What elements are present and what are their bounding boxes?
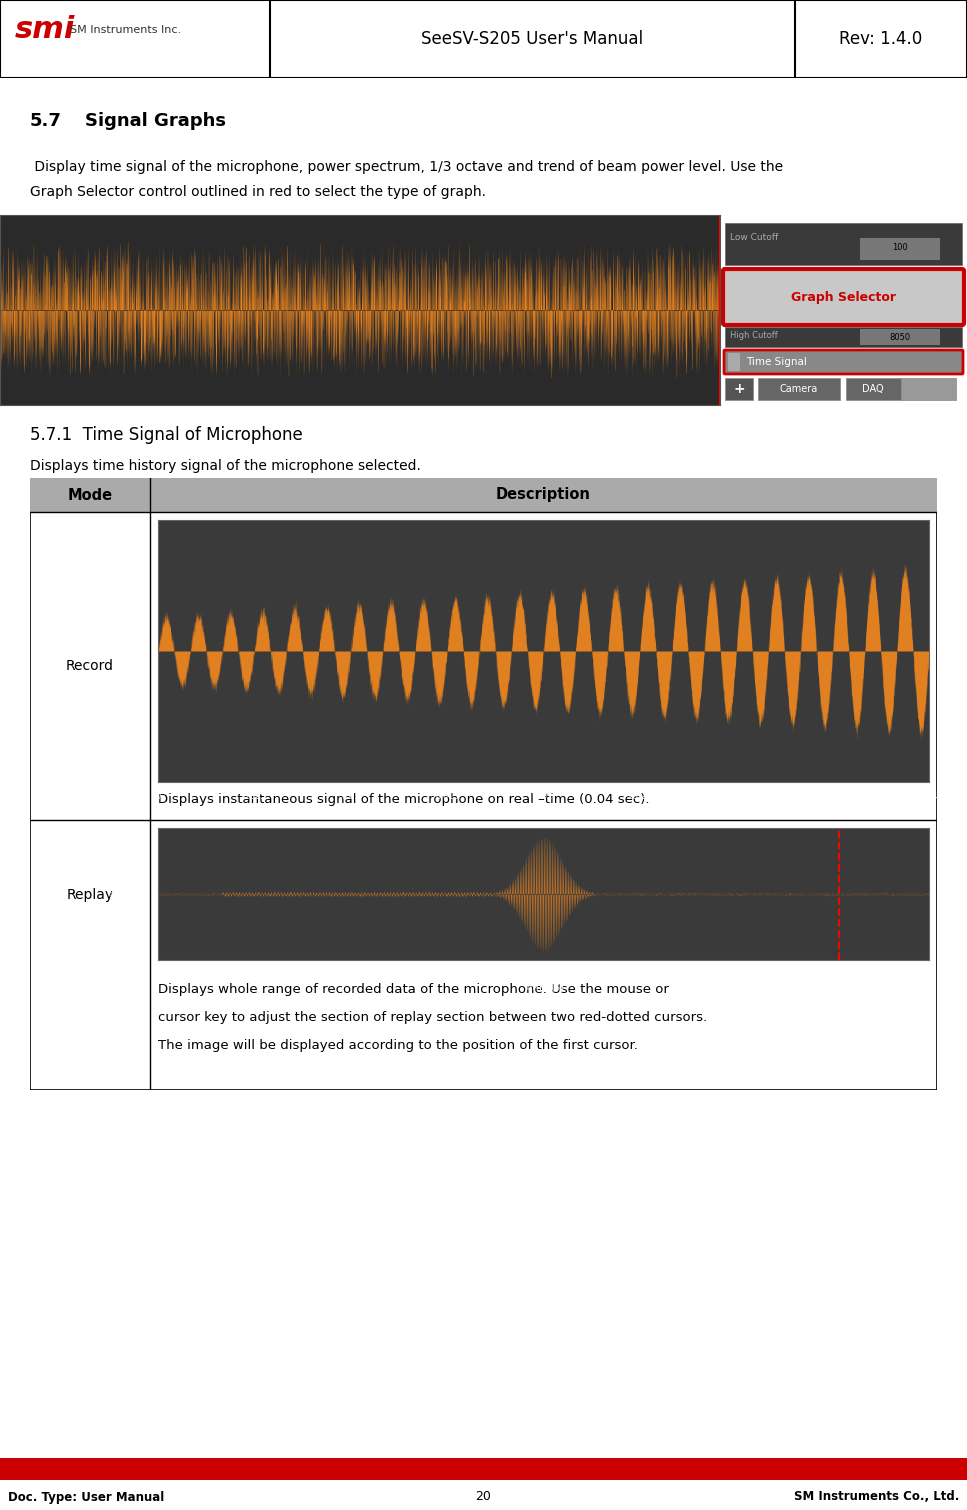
Text: cursor key to adjust the section of replay section between two red-dotted cursor: cursor key to adjust the section of repl… [158,1012,707,1024]
Bar [0,1459,967,1480]
Y-axis label: Amplitude: Amplitude [111,873,120,915]
Bar [725,328,962,347]
Text: Replay: Replay [67,888,113,901]
Text: 5.7.1  Time Signal of Microphone: 5.7.1 Time Signal of Microphone [30,426,303,444]
Text: Camera: Camera [779,384,818,394]
Text: Displays instantaneous signal of the microphone on real –time (0.04 sec).: Displays instantaneous signal of the mic… [158,793,650,806]
Text: SM Instruments Co., Ltd.: SM Instruments Co., Ltd. [794,1490,959,1504]
Bar [846,378,901,400]
X-axis label: Time (s): Time (s) [523,803,564,814]
Bar [728,353,740,371]
FancyBboxPatch shape [724,350,963,374]
Text: High Cutoff: High Cutoff [730,332,777,340]
Text: SM Instruments Inc.: SM Instruments Inc. [70,26,181,35]
Text: Mode: Mode [68,488,112,503]
Bar [725,223,962,264]
Text: Low Cutoff: Low Cutoff [730,233,778,242]
Text: 100: 100 [893,243,908,252]
Text: Description: Description [496,488,591,503]
X-axis label: Time (s): Time (s) [523,982,564,992]
Bar [901,378,956,400]
Text: Graph Selector control outlined in red to select the type of graph.: Graph Selector control outlined in red t… [30,186,486,199]
Bar [30,479,937,512]
Text: smi: smi [15,15,75,44]
Bar [758,378,840,400]
Text: Display time signal of the microphone, power spectrum, 1/3 octave and trend of b: Display time signal of the microphone, p… [30,160,783,174]
Text: Displays time history signal of the microphone selected.: Displays time history signal of the micr… [30,459,421,473]
X-axis label: Time (s): Time (s) [337,430,383,441]
Bar [725,378,753,400]
Text: Rev: 1.4.0: Rev: 1.4.0 [839,30,923,48]
Text: Time Signal: Time Signal [746,356,806,367]
Text: 8050: 8050 [890,332,911,341]
Text: +: + [733,382,745,396]
Text: Graph Selector: Graph Selector [791,290,896,304]
Text: Displays whole range of recorded data of the microphone. Use the mouse or: Displays whole range of recorded data of… [158,983,669,997]
Text: 20: 20 [475,1490,491,1504]
Text: The image will be displayed according to the position of the first cursor.: The image will be displayed according to… [158,1039,638,1052]
Text: DAQ: DAQ [863,384,884,394]
Y-axis label: Amplitude: Amplitude [114,630,123,672]
Text: 5.7: 5.7 [30,112,62,130]
FancyBboxPatch shape [723,269,964,325]
Bar [860,329,940,344]
Text: Signal Graphs: Signal Graphs [85,112,226,130]
Text: Doc. Type: User Manual: Doc. Type: User Manual [8,1490,164,1504]
Text: Record: Record [66,658,114,673]
Bar [860,239,940,260]
Text: SeeSV-S205 User's Manual: SeeSV-S205 User's Manual [421,30,643,48]
